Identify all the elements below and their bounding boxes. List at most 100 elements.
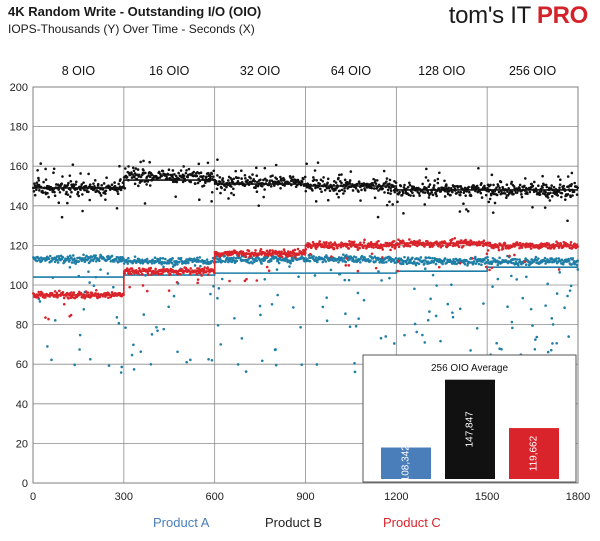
- data-point: [392, 239, 396, 243]
- data-point: [374, 266, 378, 270]
- data-point: [209, 292, 212, 296]
- data-point: [71, 254, 75, 257]
- data-point: [423, 267, 427, 271]
- data-point: [162, 267, 165, 271]
- data-point: [119, 255, 122, 259]
- data-point: [167, 168, 171, 171]
- data-point: [533, 347, 537, 351]
- data-point: [36, 168, 39, 172]
- data-point: [94, 292, 97, 295]
- data-point: [70, 291, 73, 294]
- data-point: [321, 179, 325, 183]
- data-point: [352, 240, 356, 244]
- data-point: [86, 258, 90, 261]
- data-point: [325, 319, 329, 323]
- x-tick-label: 300: [115, 491, 133, 503]
- data-point: [523, 177, 527, 180]
- data-point: [421, 333, 424, 337]
- data-point: [268, 249, 272, 252]
- data-point: [56, 261, 60, 264]
- data-point: [353, 362, 356, 365]
- data-point: [401, 239, 405, 243]
- data-point: [340, 181, 343, 185]
- data-point: [557, 175, 560, 178]
- data-point: [358, 182, 361, 185]
- data-point: [566, 193, 570, 196]
- data-point: [74, 180, 78, 184]
- data-point: [556, 241, 560, 245]
- data-point: [413, 322, 417, 326]
- data-point: [528, 190, 532, 194]
- data-point: [570, 182, 573, 186]
- x-tick-label: 1200: [384, 491, 408, 503]
- data-point: [389, 189, 393, 193]
- data-point: [381, 187, 385, 190]
- data-point: [362, 241, 366, 244]
- data-point: [371, 256, 375, 260]
- data-point: [236, 180, 240, 183]
- data-point: [132, 343, 135, 347]
- data-point: [427, 185, 431, 189]
- data-point: [396, 200, 399, 204]
- data-point: [503, 192, 507, 195]
- data-point: [469, 349, 472, 352]
- data-point: [316, 161, 320, 164]
- y-tick-label: 120: [10, 240, 28, 252]
- data-point: [252, 177, 256, 181]
- data-point: [397, 259, 400, 263]
- data-point: [102, 182, 106, 185]
- data-point: [344, 312, 347, 316]
- data-point: [572, 190, 576, 194]
- data-point: [133, 182, 137, 186]
- data-point: [265, 179, 269, 182]
- data-point: [546, 282, 549, 286]
- data-point: [497, 248, 501, 252]
- data-point: [554, 259, 558, 263]
- data-point: [339, 245, 343, 249]
- data-point: [329, 268, 333, 272]
- data-point: [81, 193, 84, 196]
- data-point: [491, 256, 495, 260]
- data-point: [149, 266, 153, 270]
- data-point: [60, 182, 64, 186]
- data-point: [330, 255, 333, 258]
- data-point: [139, 175, 143, 179]
- data-point: [198, 198, 201, 202]
- inset-bar: [445, 379, 495, 479]
- data-point: [268, 179, 272, 182]
- data-point: [210, 172, 214, 176]
- data-point: [436, 181, 440, 185]
- data-point: [497, 246, 500, 249]
- data-point: [274, 163, 278, 167]
- data-point: [550, 257, 553, 260]
- data-point: [68, 195, 72, 198]
- data-point: [61, 290, 65, 294]
- data-point: [260, 262, 263, 265]
- data-point: [193, 257, 196, 260]
- data-point: [170, 261, 174, 265]
- data-point: [543, 256, 547, 260]
- data-point: [127, 256, 130, 260]
- data-point: [319, 178, 323, 182]
- data-point: [338, 173, 341, 177]
- data-point: [279, 175, 282, 179]
- data-point: [497, 184, 500, 188]
- data-point: [447, 186, 451, 190]
- data-point: [510, 180, 514, 184]
- data-point: [550, 184, 553, 187]
- data-point: [204, 181, 207, 185]
- data-point: [524, 263, 528, 267]
- data-point: [571, 194, 574, 197]
- data-point: [423, 259, 427, 262]
- data-point: [573, 262, 576, 266]
- data-point: [421, 182, 424, 186]
- data-point: [84, 256, 87, 260]
- data-point: [282, 178, 286, 181]
- data-point: [110, 254, 114, 258]
- data-point: [118, 164, 121, 168]
- data-point: [200, 274, 203, 277]
- data-point: [115, 316, 119, 319]
- data-point: [257, 204, 261, 207]
- data-point: [443, 179, 446, 183]
- data-point: [56, 296, 59, 299]
